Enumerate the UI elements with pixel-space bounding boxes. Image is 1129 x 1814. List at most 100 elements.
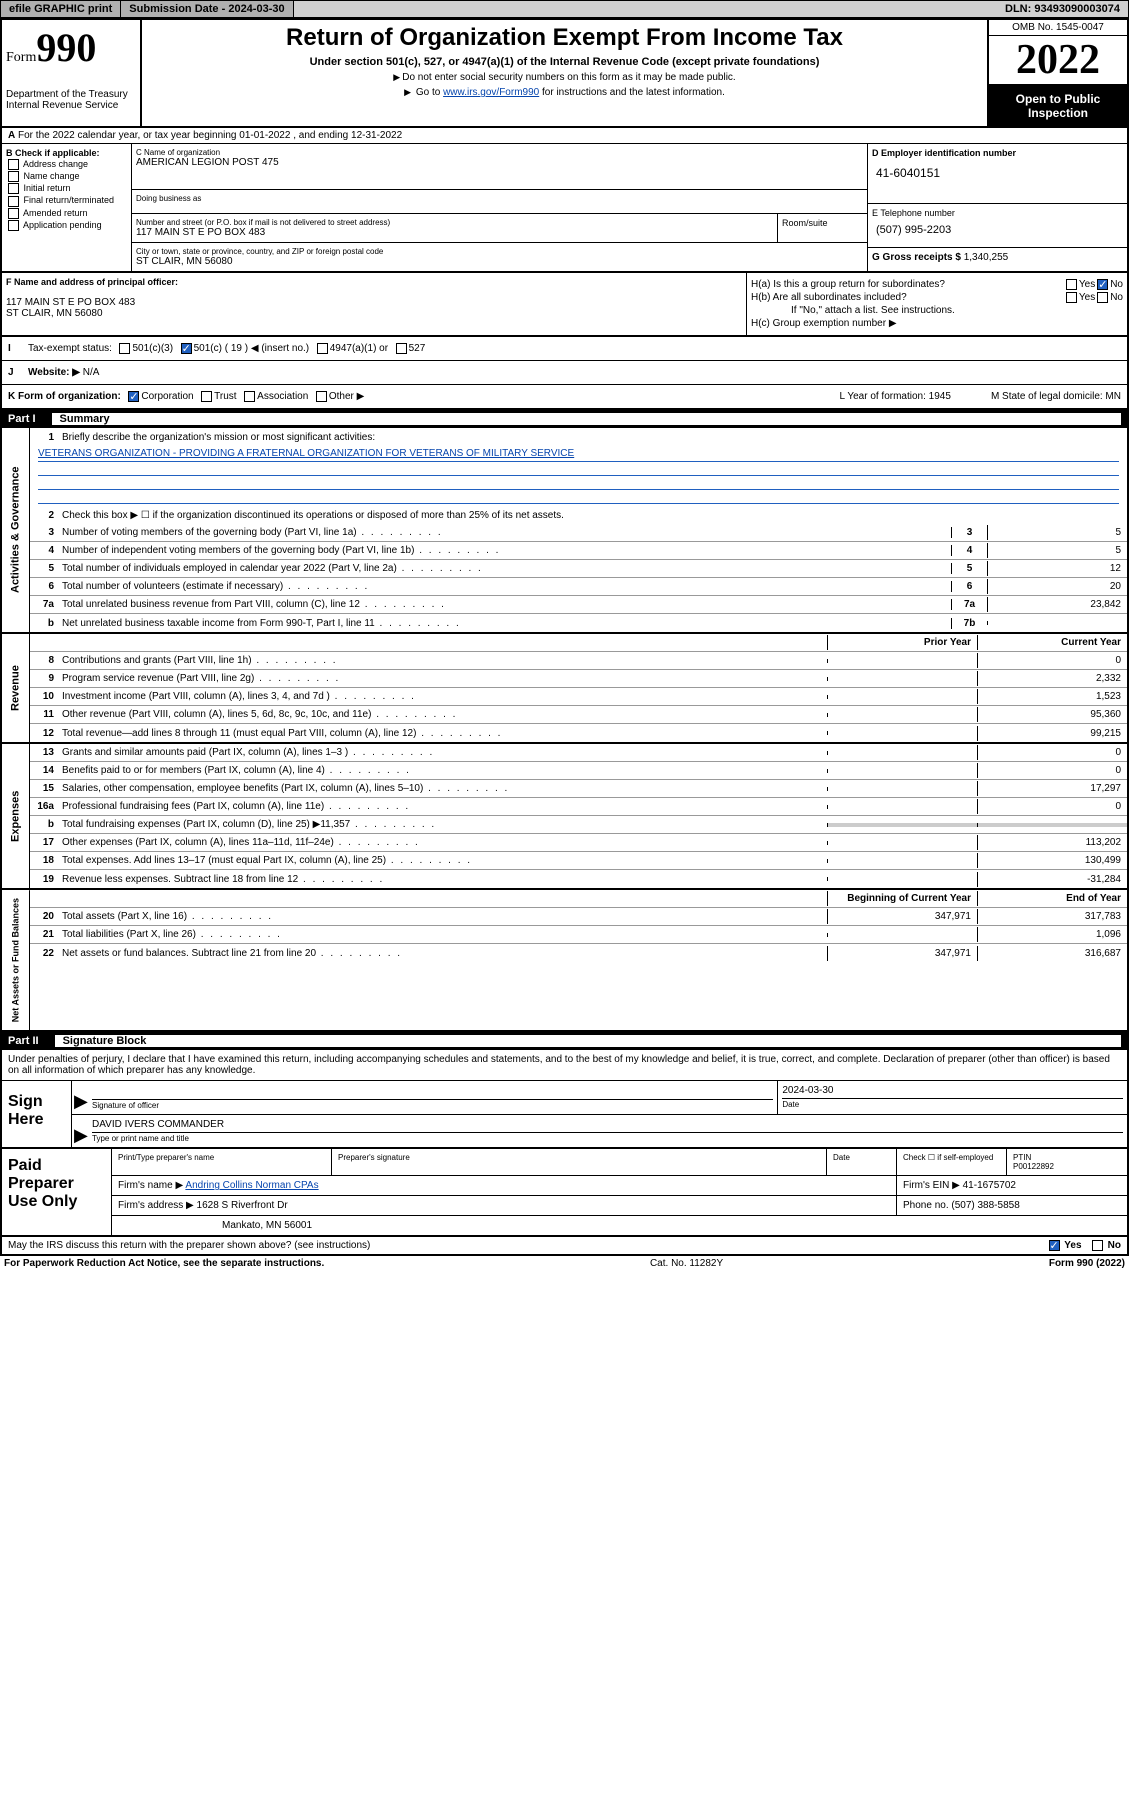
chk-app-pending[interactable]: Application pending bbox=[6, 220, 127, 231]
paid-firm-row: Firm's name ▶ Andring Collins Norman CPA… bbox=[112, 1176, 1127, 1196]
form-subtitle: Under section 501(c), 527, or 4947(a)(1)… bbox=[150, 56, 979, 68]
paid-h3: Date bbox=[827, 1149, 897, 1175]
sig-arrow-2: ▶ bbox=[72, 1115, 88, 1147]
sig-arrow-1: ▶ bbox=[72, 1081, 88, 1114]
hb-note: If "No," attach a list. See instructions… bbox=[751, 305, 1123, 316]
opt-3: Final return/terminated bbox=[24, 195, 115, 205]
hc-label: H(c) Group exemption number ▶ bbox=[751, 318, 897, 329]
l2-text: Check this box ▶ ☐ if the organization d… bbox=[62, 508, 1127, 523]
omb-number: OMB No. 1545-0047 bbox=[989, 20, 1127, 36]
chk-initial-return[interactable]: Initial return bbox=[6, 183, 127, 194]
row-j: J Website: ▶ N/A bbox=[0, 361, 1129, 385]
chk-4947[interactable] bbox=[317, 343, 328, 354]
part2-num: Part II bbox=[8, 1035, 59, 1047]
d-ein: D Employer identification number 41-6040… bbox=[868, 144, 1127, 204]
opt-5: Application pending bbox=[23, 220, 102, 230]
sign-here: Sign Here bbox=[2, 1081, 72, 1147]
part2-title: Signature Block bbox=[55, 1035, 1121, 1047]
submission-date: Submission Date - 2024-03-30 bbox=[121, 1, 293, 17]
hdr-begin: Beginning of Current Year bbox=[827, 891, 977, 906]
irs-label: Internal Revenue Service bbox=[6, 100, 136, 111]
chk-assoc[interactable] bbox=[244, 391, 255, 402]
row-a: A For the 2022 calendar year, or tax yea… bbox=[0, 128, 1129, 144]
k-label: K Form of organization: bbox=[8, 391, 121, 402]
chk-527[interactable] bbox=[396, 343, 407, 354]
chk-501c[interactable] bbox=[181, 343, 192, 354]
paid-h4: Check ☐ if self-employed bbox=[897, 1149, 1007, 1175]
header-right: OMB No. 1545-0047 2022 Open to Public In… bbox=[987, 20, 1127, 126]
chk-other[interactable] bbox=[316, 391, 327, 402]
sig-date-cell: 2024-03-30 Date bbox=[778, 1081, 1127, 1114]
ha-yes[interactable] bbox=[1066, 279, 1077, 290]
efile-btn[interactable]: efile GRAPHIC print bbox=[1, 1, 121, 17]
part1-num: Part I bbox=[8, 413, 56, 425]
sig-date-label: Date bbox=[782, 1098, 1123, 1109]
chk-address-change[interactable]: Address change bbox=[6, 159, 127, 170]
hb-yes[interactable] bbox=[1066, 292, 1077, 303]
col-b-header: B Check if applicable: bbox=[6, 148, 127, 158]
discuss-text: May the IRS discuss this return with the… bbox=[8, 1240, 370, 1251]
irs-link[interactable]: www.irs.gov/Form990 bbox=[443, 87, 539, 98]
chk-corp[interactable] bbox=[128, 391, 139, 402]
chk-final-return[interactable]: Final return/terminated bbox=[6, 195, 127, 206]
dba-label: Doing business as bbox=[136, 194, 863, 203]
city-label: City or town, state or province, country… bbox=[136, 247, 863, 256]
header-left: Form990 Department of the Treasury Inter… bbox=[2, 20, 142, 126]
c-city: City or town, state or province, country… bbox=[132, 242, 867, 271]
sect-exp-content: 13Grants and similar amounts paid (Part … bbox=[30, 744, 1127, 888]
paid-h2: Preparer's signature bbox=[332, 1149, 827, 1175]
ha-label: H(a) Is this a group return for subordin… bbox=[751, 279, 1064, 290]
year-formation: L Year of formation: 1945 bbox=[840, 391, 951, 402]
paid-h5-cell: PTIN P00122892 bbox=[1007, 1149, 1127, 1175]
side-exp: Expenses bbox=[2, 744, 30, 888]
chk-501c3[interactable] bbox=[119, 343, 130, 354]
mission-text[interactable]: VETERANS ORGANIZATION - PROVIDING A FRAT… bbox=[38, 448, 574, 459]
officer-addr1: 117 MAIN ST E PO BOX 483 bbox=[6, 297, 742, 308]
tax-year-range: For the 2022 calendar year, or tax year … bbox=[18, 130, 402, 141]
table-row: 4Number of independent voting members of… bbox=[30, 542, 1127, 560]
label-a: A bbox=[8, 130, 15, 141]
paid-hdr-row: Print/Type preparer's name Preparer's si… bbox=[112, 1149, 1127, 1176]
part1-header: Part I Summary bbox=[0, 410, 1129, 428]
block-bcdeg: B Check if applicable: Address change Na… bbox=[0, 144, 1129, 273]
summary-body: Activities & Governance 1Briefly describ… bbox=[0, 428, 1129, 1032]
org-city: ST CLAIR, MN 56080 bbox=[136, 256, 863, 267]
discuss-yes-lbl: Yes bbox=[1064, 1240, 1081, 1251]
dln: DLN: 93493090003074 bbox=[997, 1, 1128, 17]
summary-rows: Activities & Governance 1Briefly describ… bbox=[2, 428, 1127, 1030]
room-label: Room/suite bbox=[777, 214, 867, 242]
i-label: I bbox=[8, 343, 28, 354]
col-de: D Employer identification number 41-6040… bbox=[867, 144, 1127, 271]
form-title: Return of Organization Exempt From Incom… bbox=[150, 24, 979, 52]
gross-value: 1,340,255 bbox=[964, 252, 1009, 263]
hdr-end: End of Year bbox=[977, 891, 1127, 906]
h-c: H(c) Group exemption number ▶ bbox=[751, 318, 1123, 329]
table-row: 21Total liabilities (Part X, line 26)1,0… bbox=[30, 926, 1127, 944]
side-rev: Revenue bbox=[2, 634, 30, 742]
chk-name-change[interactable]: Name change bbox=[6, 171, 127, 182]
table-row: 17Other expenses (Part IX, column (A), l… bbox=[30, 834, 1127, 852]
sig-right: ▶ Signature of officer 2024-03-30 Date ▶… bbox=[72, 1081, 1127, 1147]
hb-no[interactable] bbox=[1097, 292, 1108, 303]
table-row: bNet unrelated business taxable income f… bbox=[30, 614, 1127, 632]
ha-no-lbl: No bbox=[1110, 279, 1123, 290]
firm-name[interactable]: Andring Collins Norman CPAs bbox=[185, 1180, 318, 1191]
discuss-yes[interactable] bbox=[1049, 1240, 1060, 1251]
side-ag: Activities & Governance bbox=[2, 428, 30, 632]
chk-trust[interactable] bbox=[201, 391, 212, 402]
c-addr-row: Number and street (or P.O. box if mail i… bbox=[132, 214, 867, 242]
hb-label: H(b) Are all subordinates included? bbox=[751, 292, 1064, 303]
discuss-no[interactable] bbox=[1092, 1240, 1103, 1251]
side-na: Net Assets or Fund Balances bbox=[2, 890, 30, 1030]
c-name-block: C Name of organization AMERICAN LEGION P… bbox=[132, 144, 867, 190]
top-bar: efile GRAPHIC print Submission Date - 20… bbox=[0, 0, 1129, 18]
chk-amended[interactable]: Amended return bbox=[6, 208, 127, 219]
part1-title: Summary bbox=[52, 413, 1121, 425]
tax-year: 2022 bbox=[989, 36, 1127, 86]
col-h: H(a) Is this a group return for subordin… bbox=[747, 273, 1127, 335]
table-row: 20Total assets (Part X, line 16)347,9713… bbox=[30, 908, 1127, 926]
footer-left: For Paperwork Reduction Act Notice, see … bbox=[4, 1258, 324, 1269]
ha-no[interactable] bbox=[1097, 279, 1108, 290]
sig-officer-label: Signature of officer bbox=[92, 1099, 773, 1110]
f-label: F Name and address of principal officer: bbox=[6, 277, 742, 287]
